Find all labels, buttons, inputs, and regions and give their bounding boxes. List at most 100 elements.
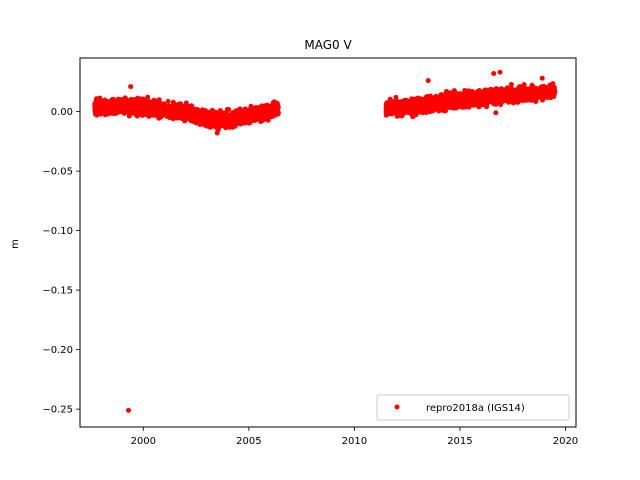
data-point (139, 109, 145, 115)
data-point (424, 101, 430, 107)
data-point (397, 104, 403, 110)
data-point (193, 108, 199, 114)
data-point (128, 84, 134, 90)
legend-box (376, 394, 570, 421)
y-tick-label: −0.15 (42, 286, 73, 297)
data-point (225, 112, 231, 118)
data-point (165, 99, 171, 104)
data-point (94, 106, 100, 112)
x-axis: 2000 2005 2010 2015 2020 (131, 427, 578, 447)
data-point (207, 113, 213, 119)
y-tick-label: 0.00 (51, 107, 73, 118)
data-point (219, 117, 225, 123)
data-point (440, 99, 446, 105)
data-point (170, 99, 176, 105)
data-point (391, 107, 397, 113)
data-point (205, 121, 211, 127)
x-tick-label: 2005 (236, 436, 261, 447)
data-point (408, 109, 414, 115)
data-point (411, 96, 417, 102)
data-point (391, 103, 397, 109)
data-point (122, 107, 128, 113)
data-point (151, 101, 157, 107)
data-point (387, 104, 393, 110)
data-point (188, 106, 194, 112)
data-point (234, 113, 240, 119)
data-point (474, 90, 480, 96)
data-point (252, 110, 258, 116)
data-point (209, 107, 215, 113)
data-point (406, 105, 412, 111)
data-point (115, 96, 121, 102)
data-point (150, 107, 156, 113)
data-point (528, 93, 534, 99)
data-point (103, 98, 109, 104)
data-point (169, 110, 175, 116)
data-point (184, 110, 190, 116)
data-point (454, 102, 460, 108)
data-point (215, 121, 221, 127)
data-point (489, 90, 495, 96)
data-point (530, 86, 536, 92)
data-point (508, 82, 514, 88)
data-point (497, 69, 503, 75)
x-tick-label: 2000 (131, 436, 156, 447)
data-point (239, 117, 245, 123)
data-point (171, 105, 177, 111)
data-point (428, 106, 434, 112)
data-point (129, 98, 135, 104)
data-point (188, 117, 194, 123)
data-point (477, 98, 483, 104)
y-axis: 0.00 −0.05 −0.10 −0.15 −0.20 −0.25 (42, 107, 80, 416)
data-point (202, 116, 208, 122)
data-point (145, 94, 151, 100)
data-point (209, 123, 215, 129)
y-tick-label: −0.25 (42, 405, 73, 416)
data-point (126, 106, 132, 112)
data-point (519, 90, 525, 96)
data-point (177, 108, 183, 114)
data-point (108, 103, 114, 109)
data-point (138, 103, 144, 109)
data-point (233, 108, 239, 114)
data-point (264, 111, 270, 117)
data-point (420, 105, 426, 111)
data-point (93, 111, 99, 117)
data-point (493, 110, 499, 116)
data-point (533, 98, 539, 104)
data-point (439, 106, 445, 112)
data-point (452, 96, 458, 102)
data-point (272, 99, 278, 105)
data-point (202, 112, 208, 118)
data-point (264, 106, 270, 112)
data-point (495, 86, 501, 92)
data-point (387, 96, 393, 102)
data-point (546, 84, 552, 90)
data-point (425, 93, 431, 99)
data-point (216, 113, 222, 119)
data-point (114, 104, 120, 110)
data-point (463, 95, 469, 101)
legend-marker (394, 404, 400, 410)
data-point (221, 122, 227, 128)
data-point (450, 91, 456, 97)
data-point (500, 96, 506, 102)
y-tick-label: −0.05 (42, 167, 73, 178)
data-point (519, 98, 525, 104)
data-point (425, 78, 431, 84)
data-point (93, 101, 99, 107)
data-point (158, 109, 164, 115)
data-point (469, 89, 475, 95)
data-point (411, 105, 417, 111)
data-point (144, 107, 150, 113)
data-point (399, 113, 405, 119)
data-point (428, 98, 434, 104)
data-point (257, 104, 263, 110)
data-point (182, 117, 188, 123)
data-point (238, 113, 244, 119)
data-point (495, 98, 501, 104)
data-point (126, 407, 132, 413)
y-tick-label: −0.20 (42, 345, 73, 356)
data-point (216, 125, 222, 131)
